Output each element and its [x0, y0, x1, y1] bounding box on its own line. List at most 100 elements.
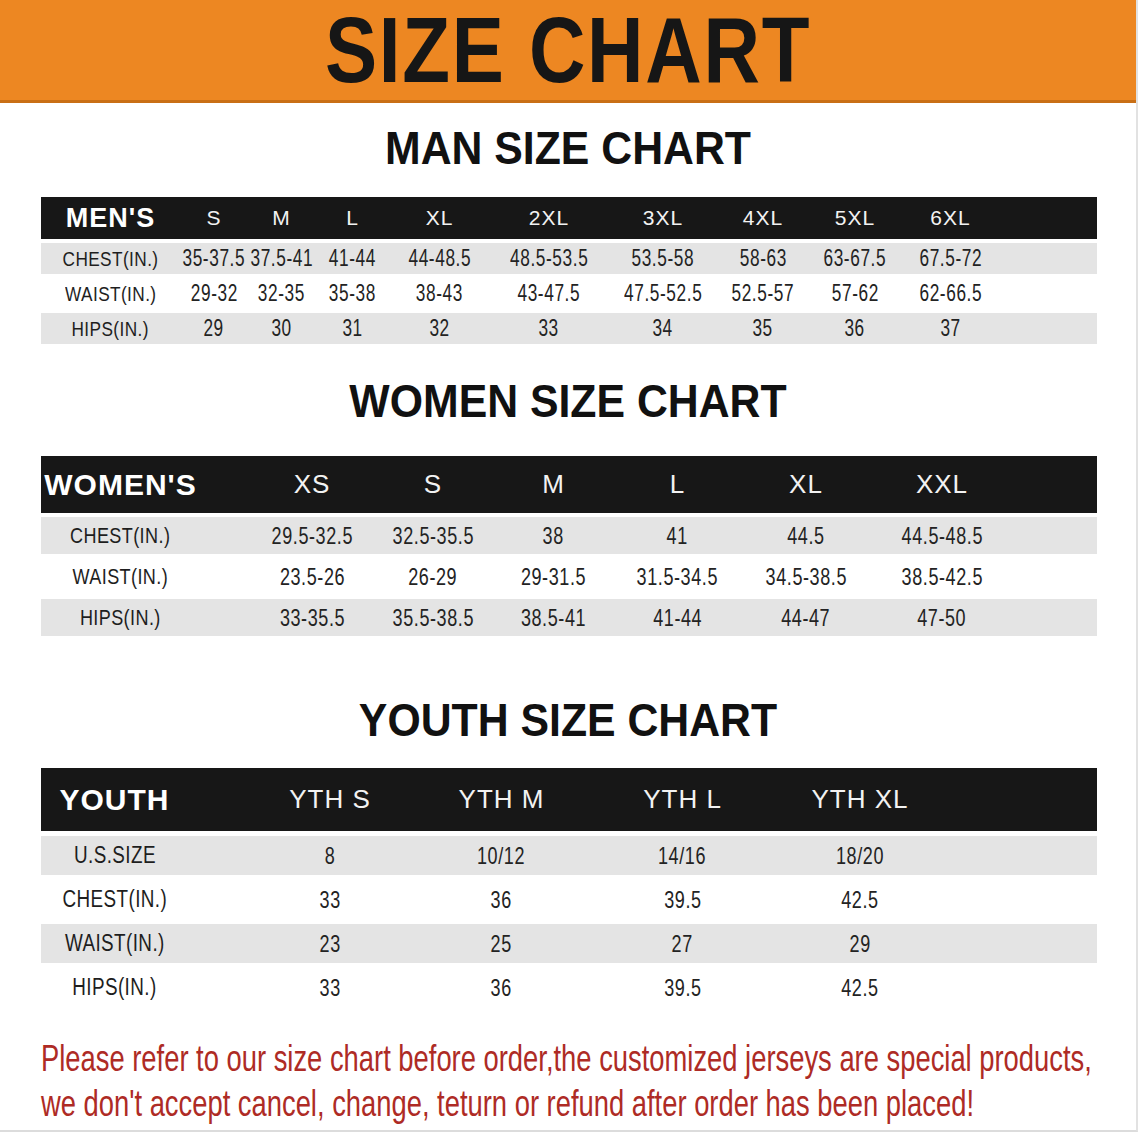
size-column-header: 4XL — [717, 197, 809, 239]
size-value-text: 27 — [672, 930, 693, 958]
row-label: U.S.SIZE — [41, 836, 248, 875]
size-value: 42.5 — [774, 880, 1097, 919]
size-value: 29 — [180, 313, 248, 344]
size-column-header-text: M — [272, 206, 291, 230]
table-corner-label: YOUTH — [41, 768, 248, 831]
size-value: 32 — [390, 313, 489, 344]
size-value-text: 44-47 — [781, 604, 830, 632]
size-value: 33 — [489, 313, 609, 344]
size-value-text: 33 — [539, 315, 559, 342]
size-column-header: 5XL — [809, 197, 901, 239]
size-value: 29 — [774, 924, 1097, 963]
size-value: 33 — [248, 968, 412, 1007]
size-column-header-text: YTH XL — [811, 784, 908, 815]
size-value-text: 67.5-72 — [919, 245, 982, 272]
size-value: 10/12 — [412, 836, 591, 875]
size-value: 25 — [412, 924, 591, 963]
row-label-text: CHEST(IN.) — [63, 247, 159, 271]
women-size-table: WOMEN'SXSSMLXLXXLCHEST(IN.)29.5-32.532.5… — [41, 456, 1097, 636]
size-value-text: 33-35.5 — [279, 604, 344, 632]
size-value-text: 29 — [849, 930, 870, 958]
size-column-header: L — [315, 197, 390, 239]
size-value-text: 37.5-41 — [250, 245, 313, 272]
size-column-header-text: 6XL — [930, 206, 970, 230]
row-label-text: WAIST(IN.) — [65, 282, 156, 306]
size-value: 44.5 — [740, 517, 872, 554]
row-label-text: HIPS(IN.) — [72, 974, 156, 1001]
size-column-header: XL — [390, 197, 489, 239]
size-value: 29-31.5 — [492, 558, 615, 595]
size-column-header-text: XS — [294, 469, 331, 500]
row-label: CHEST(IN.) — [41, 517, 250, 554]
table-corner-label-text: MEN'S — [66, 203, 155, 234]
size-value: 41-44 — [615, 599, 740, 636]
size-column-header-text: 3XL — [643, 206, 683, 230]
size-value-text: 8 — [325, 842, 336, 870]
size-value-text: 58-63 — [739, 245, 786, 272]
size-column-header-text: YTH L — [643, 784, 722, 815]
size-value-text: 10/12 — [477, 842, 525, 870]
size-value-text: 39.5 — [664, 886, 701, 914]
footer-line-2: we don't accept cancel, change, teturn o… — [41, 1081, 873, 1126]
size-value-text: 23.5-26 — [279, 563, 344, 591]
size-value: 42.5 — [774, 968, 1097, 1007]
size-value: 26-29 — [374, 558, 492, 595]
size-column-header-text: XL — [426, 206, 454, 230]
size-value: 47.5-52.5 — [609, 278, 717, 309]
size-value-text: 35-38 — [329, 280, 376, 307]
size-column-header: YTH L — [591, 768, 774, 831]
size-value: 33 — [248, 880, 412, 919]
size-value-text: 26-29 — [408, 563, 457, 591]
size-value-text: 29-31.5 — [521, 563, 586, 591]
size-value-text: 44.5-48.5 — [901, 522, 982, 550]
size-value-text: 35-37.5 — [183, 245, 246, 272]
size-value-text: 14/16 — [658, 842, 706, 870]
size-value-text: 23 — [319, 930, 340, 958]
size-value: 57-62 — [809, 278, 901, 309]
size-value-text: 42.5 — [841, 974, 878, 1002]
size-chart-page: SIZE CHART MAN SIZE CHART MEN'SSMLXL2XL3… — [0, 0, 1138, 1132]
size-value: 39.5 — [591, 880, 774, 919]
banner-title: SIZE CHART — [325, 0, 811, 103]
size-value: 34.5-38.5 — [740, 558, 872, 595]
size-value-text: 32 — [429, 315, 449, 342]
size-value: 38 — [492, 517, 615, 554]
size-value: 23 — [248, 924, 412, 963]
size-value: 31.5-34.5 — [615, 558, 740, 595]
table-corner-label: MEN'S — [41, 197, 180, 239]
size-value: 44.5-48.5 — [872, 517, 1097, 554]
size-value: 47-50 — [872, 599, 1097, 636]
size-value: 38-43 — [390, 278, 489, 309]
size-value-text: 25 — [491, 930, 512, 958]
size-value: 36 — [412, 880, 591, 919]
size-column-header: M — [248, 197, 315, 239]
row-label-text: WAIST(IN.) — [65, 930, 165, 957]
footer-line-1: Please refer to our size chart before or… — [41, 1036, 873, 1081]
size-value: 36 — [412, 968, 591, 1007]
size-value: 34 — [609, 313, 717, 344]
size-value-text: 44-48.5 — [408, 245, 471, 272]
size-column-header: S — [180, 197, 248, 239]
youth-size-table: YOUTHYTH SYTH MYTH LYTH XLU.S.SIZE810/12… — [41, 768, 1097, 1007]
row-label-text: WAIST(IN.) — [73, 564, 169, 590]
size-value: 58-63 — [717, 243, 809, 274]
size-value-text: 38.5-42.5 — [901, 563, 982, 591]
size-value-text: 31 — [342, 315, 362, 342]
size-column-header: YTH XL — [774, 768, 1097, 831]
size-value-text: 35 — [753, 315, 773, 342]
section-title-women: WOMEN SIZE CHART — [40, 378, 1096, 424]
table-corner-label-text: WOMEN'S — [44, 468, 196, 502]
size-value: 29.5-32.5 — [250, 517, 374, 554]
section-men: MAN SIZE CHART MEN'SSMLXL2XL3XL4XL5XL6XL… — [0, 125, 1136, 344]
banner: SIZE CHART — [0, 0, 1136, 103]
size-value: 14/16 — [591, 836, 774, 875]
size-value-text: 53.5-58 — [632, 245, 695, 272]
size-value-text: 30 — [271, 315, 291, 342]
size-value-text: 62-66.5 — [919, 280, 982, 307]
size-value: 37.5-41 — [248, 243, 315, 274]
size-column-header: XL — [740, 456, 872, 513]
size-value-text: 43-47.5 — [518, 280, 581, 307]
size-value: 43-47.5 — [489, 278, 609, 309]
size-value: 35-38 — [315, 278, 390, 309]
size-value-text: 32.5-35.5 — [392, 522, 473, 550]
